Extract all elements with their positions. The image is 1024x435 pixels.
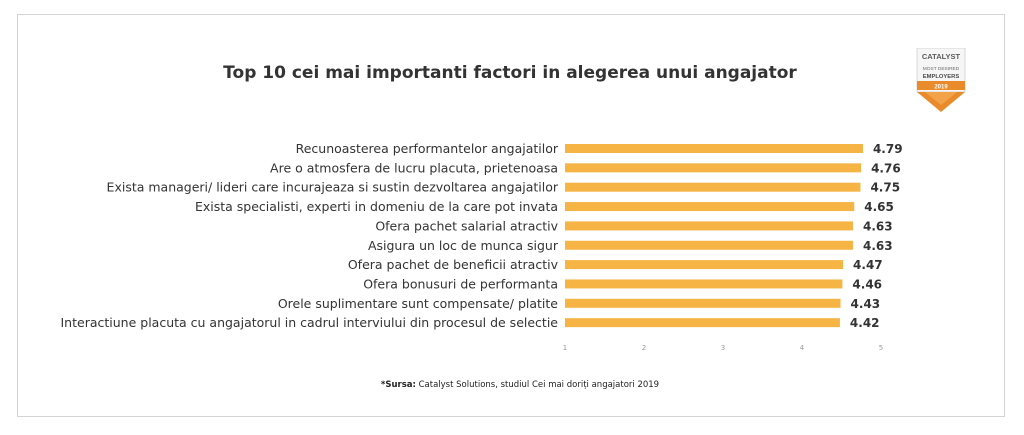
category-label: Ofera pachet salarial atractiv — [375, 218, 558, 233]
x-tick-label: 5 — [879, 344, 883, 352]
bar — [565, 240, 853, 250]
category-label: Interactiune placuta cu angajatorul in c… — [61, 315, 559, 330]
data-label: 4.65 — [864, 200, 894, 214]
data-label: 4.47 — [853, 258, 883, 272]
x-tick-label: 3 — [721, 344, 725, 352]
chart-title: Top 10 cei mai importanti factori in ale… — [223, 63, 797, 83]
bar — [565, 182, 861, 192]
x-tick-label: 1 — [563, 344, 567, 352]
badge-line3: EMPLOYERS — [923, 74, 960, 80]
badge-year: 2019 — [934, 84, 948, 90]
bar — [565, 260, 844, 270]
source-note: *Sursa: Catalyst Solutions, studiul Cei … — [260, 380, 780, 390]
data-label: 4.63 — [863, 239, 893, 253]
data-label: 4.46 — [852, 277, 882, 291]
bar — [565, 163, 862, 173]
bar — [565, 144, 863, 153]
bar — [565, 298, 841, 308]
badge-chevron-inner-icon — [925, 92, 957, 105]
category-label: Orele suplimentare sunt compensate/ plat… — [278, 296, 558, 311]
badge-brand: CATALYST — [922, 52, 961, 61]
chart-frame — [17, 14, 1005, 417]
category-label: Exista specialisti, experti in domeniu d… — [195, 199, 558, 214]
category-label: Ofera bonusuri de performanta — [363, 276, 558, 291]
bar — [565, 318, 840, 328]
bar — [565, 279, 843, 289]
badge-year-band — [917, 81, 965, 90]
employer-badge-logo: CATALYST MOST DESIRED EMPLOYERS 2019 — [916, 48, 966, 112]
category-label: Are o atmosfera de lucru placuta, priete… — [270, 160, 558, 175]
bar — [565, 202, 855, 212]
data-label: 4.42 — [850, 316, 880, 330]
category-label: Recunoasterea performantelor angajatilor — [296, 141, 559, 156]
bar — [565, 221, 853, 231]
source-text: Catalyst Solutions, studiul Cei mai dori… — [415, 380, 660, 390]
badge-line2: MOST DESIRED — [923, 66, 960, 72]
source-prefix: *Sursa: — [380, 380, 416, 390]
data-label: 4.79 — [873, 142, 903, 156]
data-label: 4.43 — [851, 297, 881, 311]
category-label: Asigura un loc de munca sigur — [368, 238, 559, 253]
x-tick-label: 4 — [800, 344, 805, 352]
category-label: Ofera pachet de beneficii atractiv — [348, 257, 559, 272]
data-label: 4.76 — [871, 161, 901, 175]
x-tick-label: 2 — [642, 344, 646, 352]
category-label: Exista manageri/ lideri care incurajeaza… — [107, 180, 559, 195]
data-label: 4.75 — [870, 181, 900, 195]
data-label: 4.63 — [863, 219, 893, 233]
